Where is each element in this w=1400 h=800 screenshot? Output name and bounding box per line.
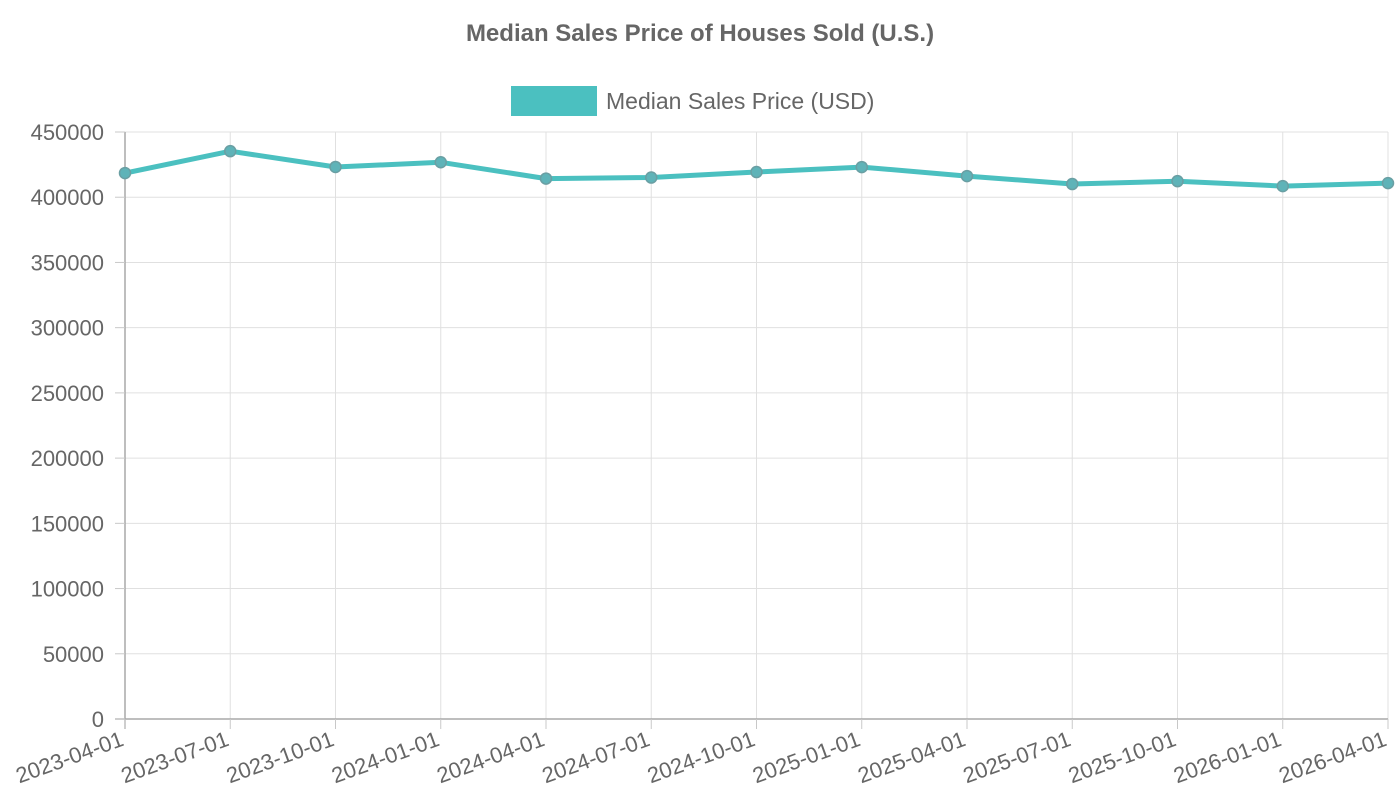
data-point[interactable]: [855, 160, 868, 174]
x-tick-label: 2024-01-01: [328, 726, 442, 788]
series-group: [118, 144, 1395, 193]
grid-lines: [125, 131, 1389, 719]
x-tick-label: 2026-01-01: [1170, 726, 1284, 788]
data-point[interactable]: [1066, 177, 1079, 191]
data-point[interactable]: [960, 169, 974, 183]
data-point[interactable]: [434, 156, 447, 169]
y-tick-label: 200000: [31, 446, 104, 471]
y-tick-label: 300000: [31, 316, 104, 341]
data-point[interactable]: [539, 172, 553, 185]
y-tick-label: 0: [92, 707, 104, 732]
x-axis-ticks: 2023-04-012023-07-012023-10-012024-01-01…: [12, 719, 1390, 788]
x-tick-label: 2024-10-01: [644, 726, 758, 788]
x-tick-label: 2025-07-01: [960, 726, 1074, 788]
x-tick-label: 2026-04-01: [1275, 726, 1389, 788]
data-point[interactable]: [750, 165, 763, 179]
x-tick-label: 2025-10-01: [1065, 726, 1179, 788]
y-tick-label: 100000: [31, 577, 104, 602]
data-point[interactable]: [118, 166, 132, 180]
data-point[interactable]: [329, 160, 342, 174]
x-tick-label: 2024-07-01: [539, 726, 653, 788]
data-point[interactable]: [1171, 174, 1184, 188]
axes: [115, 132, 1388, 729]
y-tick-label: 350000: [31, 250, 104, 275]
y-tick-label: 400000: [31, 185, 104, 210]
x-tick-label: 2023-07-01: [118, 726, 232, 788]
x-tick-label: 2023-10-01: [223, 726, 337, 788]
x-tick-label: 2024-04-01: [433, 726, 547, 788]
data-point[interactable]: [1276, 179, 1289, 193]
y-tick-label: 150000: [31, 511, 104, 536]
data-point[interactable]: [1381, 176, 1395, 190]
y-tick-label: 50000: [43, 642, 104, 667]
legend-swatch: [511, 86, 597, 116]
x-tick-label: 2025-01-01: [749, 726, 863, 788]
y-tick-label: 450000: [31, 120, 104, 145]
y-tick-label: 250000: [31, 381, 104, 406]
x-tick-label: 2025-04-01: [854, 726, 968, 788]
x-tick-label: 2023-04-01: [12, 726, 126, 788]
y-axis-ticks: 0 50000 100000 150000 200000 250000 300000 3500…: [31, 120, 125, 732]
chart-title: Median Sales Price of Houses Sold (U.S.): [465, 20, 935, 47]
data-point[interactable]: [645, 171, 658, 184]
data-point[interactable]: [224, 144, 237, 158]
legend-label: Median Sales Price (USD): [606, 88, 874, 114]
legend[interactable]: Median Sales Price (USD): [511, 86, 874, 116]
